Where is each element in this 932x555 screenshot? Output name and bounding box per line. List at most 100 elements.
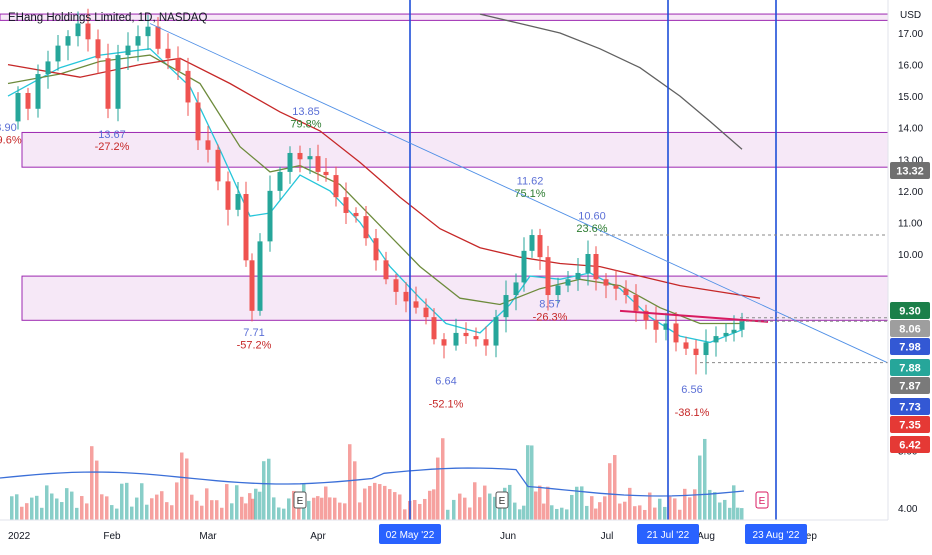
- price-badge: [890, 302, 930, 319]
- price-badge-label: 9.30: [899, 306, 920, 318]
- swing-percent-label: -38.1%: [675, 407, 710, 419]
- volume-bar: [312, 497, 316, 520]
- volume-bar: [272, 497, 276, 520]
- volume-bar: [628, 487, 632, 520]
- volume-bar: [120, 483, 124, 520]
- volume-bar: [513, 502, 517, 520]
- candle-body: [343, 197, 349, 213]
- time-tick-label: Mar: [199, 531, 217, 542]
- volume-bar: [446, 509, 450, 520]
- volume-bar: [508, 484, 512, 520]
- candle-body: [267, 190, 273, 242]
- volume-bar: [618, 503, 622, 520]
- candle-body: [225, 181, 231, 210]
- volume-bar: [458, 493, 462, 520]
- volume-bar: [65, 488, 69, 520]
- time-tick-label: Feb: [103, 531, 121, 542]
- candle-body: [145, 26, 151, 37]
- volume-bar: [353, 461, 357, 520]
- candle-body: [75, 23, 81, 37]
- price-badge: [890, 359, 930, 376]
- candle-body: [453, 332, 459, 346]
- candle-body: [353, 212, 359, 217]
- date-badge: [379, 524, 441, 544]
- volume-bar: [718, 502, 722, 520]
- volume-bar: [145, 504, 149, 520]
- volume-bar: [80, 496, 84, 520]
- swing-price-label: 7.71: [243, 327, 264, 339]
- volume-bar: [436, 457, 440, 520]
- volume-bar: [594, 508, 598, 520]
- volume-bar: [598, 502, 602, 520]
- price-badge-label: 13.32: [896, 166, 924, 178]
- volume-bar: [160, 491, 164, 520]
- candle-body: [739, 320, 745, 330]
- volume-bar: [215, 500, 219, 520]
- time-tick-label: Jul: [601, 531, 614, 542]
- candle-body: [307, 156, 313, 160]
- resistance-zone: [21, 131, 889, 168]
- swing-price-label: 3.90: [0, 122, 17, 134]
- volume-bar: [185, 458, 189, 520]
- volume-bar: [441, 438, 445, 520]
- price-tick-label: 4.00: [898, 504, 918, 515]
- volume-bar: [555, 508, 559, 520]
- volume-bar: [398, 494, 402, 520]
- volume-bar: [90, 446, 94, 520]
- volume-bar: [200, 505, 204, 520]
- volume-bar: [307, 500, 311, 520]
- candle-body: [693, 348, 699, 356]
- volume-bar: [698, 455, 702, 520]
- candle-body: [55, 45, 61, 62]
- volume-bar: [95, 460, 99, 520]
- volume-bar: [478, 497, 482, 520]
- volume-bar: [230, 503, 234, 520]
- resistance-zone: [21, 275, 889, 321]
- volume-bar: [423, 498, 427, 520]
- candle-body: [483, 339, 489, 346]
- volume-bar: [100, 494, 104, 520]
- volume-bar: [287, 498, 291, 520]
- candle-body: [135, 36, 141, 46]
- volume-bar: [20, 506, 24, 520]
- volume-bar: [170, 505, 174, 520]
- price-badge-label: 7.73: [899, 402, 920, 414]
- volume-bar: [205, 488, 209, 520]
- candle-body: [703, 342, 709, 356]
- volume-bar: [210, 500, 214, 520]
- volume-bar: [538, 485, 542, 520]
- candle-body: [45, 61, 51, 75]
- price-tick-label: 15.00: [898, 92, 923, 103]
- price-tick-label: 17.00: [898, 29, 923, 40]
- volume-bar: [254, 488, 258, 520]
- candle-body: [403, 291, 409, 302]
- volume-bar: [428, 490, 432, 520]
- candle-body: [195, 102, 201, 141]
- candle-body: [613, 285, 619, 289]
- volume-bar: [522, 505, 526, 520]
- price-badge-label: 6.42: [899, 440, 920, 452]
- candle-body: [257, 241, 263, 311]
- price-axis-background: [888, 0, 932, 550]
- price-tick-label: 16.00: [898, 61, 923, 72]
- time-tick-label: 2022: [8, 531, 31, 542]
- volume-bar: [736, 507, 740, 520]
- volume-bar: [30, 497, 34, 520]
- volume-bar: [363, 488, 367, 520]
- candle-body: [413, 301, 419, 308]
- earnings-marker: [495, 491, 509, 509]
- candle-body: [493, 317, 499, 346]
- price-tick-label: 13.00: [898, 155, 923, 166]
- swing-price-label: 11.62: [517, 176, 544, 188]
- volume-bar: [488, 493, 492, 520]
- candle-body: [575, 272, 581, 280]
- volume-bar: [368, 485, 372, 520]
- volume-bar: [530, 445, 534, 520]
- volume-bar: [633, 506, 637, 520]
- date-badge-label: 02 May '22: [386, 530, 435, 541]
- swing-percent-label: -57.2%: [237, 340, 272, 352]
- price-badge: [890, 320, 930, 337]
